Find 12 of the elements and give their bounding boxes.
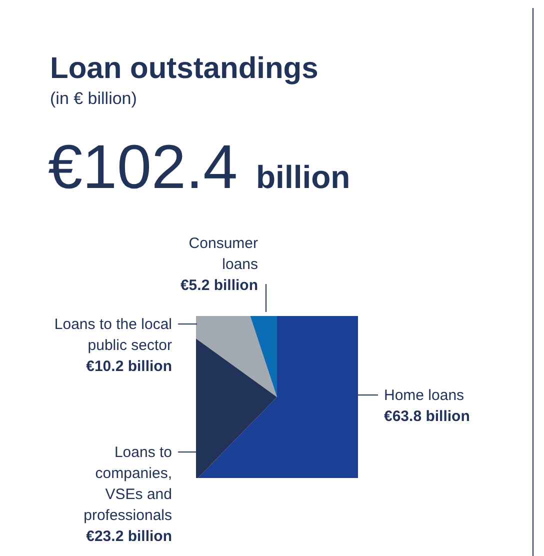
slice-label: Loans to the local public sector bbox=[54, 316, 172, 354]
text: €102.4 bbox=[48, 133, 238, 202]
data-label: €10.2 billion bbox=[86, 358, 172, 375]
slice-label: Loans to companies, VSEs and professionals bbox=[84, 444, 172, 524]
text: billion bbox=[256, 159, 350, 195]
slice-label: Home loans bbox=[384, 387, 464, 404]
data-label: €23.2 billion bbox=[86, 528, 172, 545]
data-label: €5.2 billion bbox=[180, 277, 258, 294]
data-label: €63.8 billion bbox=[384, 408, 470, 425]
slice-label: Consumer loans bbox=[188, 235, 258, 273]
chart-subtitle: (in € billion) bbox=[50, 89, 137, 108]
chart-title: Loan outstandings bbox=[50, 52, 318, 85]
